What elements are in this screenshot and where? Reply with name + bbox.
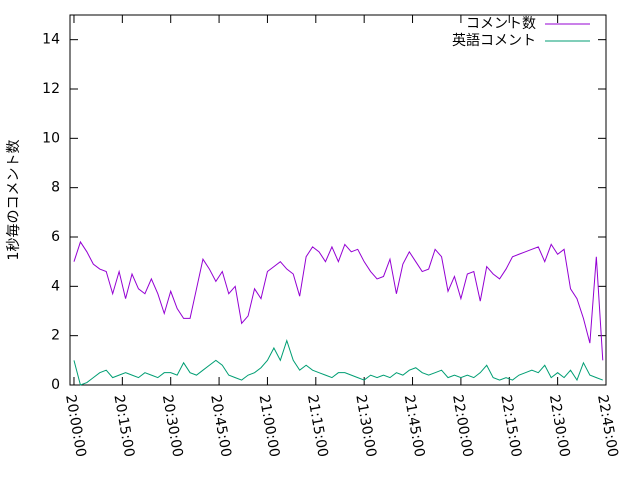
- legend-label: 英語コメント: [452, 32, 536, 49]
- x-tick-label: 21:30:00: [352, 394, 379, 459]
- x-tick-label: 22:30:00: [546, 394, 573, 459]
- series-line: [73, 338, 603, 386]
- y-axis-label: 1秒毎のコメント数: [6, 140, 22, 261]
- x-tick-label: 22:45:00: [594, 394, 621, 459]
- x-tick-label: 22:15:00: [497, 394, 524, 459]
- series-line: [73, 240, 604, 361]
- y-tick-label: 6: [51, 229, 60, 245]
- y-tick-label: 2: [51, 328, 60, 344]
- x-tick-label: 21:45:00: [401, 394, 428, 459]
- y-tick-label: 12: [42, 81, 60, 97]
- x-tick-label: 20:45:00: [207, 394, 234, 459]
- x-tick-label: 21:15:00: [304, 394, 331, 459]
- y-tick-label: 8: [51, 180, 60, 196]
- x-tick-label: 21:00:00: [256, 394, 283, 459]
- y-tick-label: 10: [42, 130, 60, 146]
- y-tick-label: 0: [51, 377, 60, 393]
- plot-border: [69, 14, 607, 386]
- x-tick-label: 20:00:00: [62, 394, 89, 459]
- x-tick-label: 20:30:00: [159, 394, 186, 459]
- x-tick-label: 22:00:00: [449, 394, 476, 459]
- legend-label: コメント数: [466, 16, 536, 32]
- x-tick-label: 20:15:00: [110, 394, 137, 459]
- y-tick-label: 14: [42, 32, 60, 48]
- y-tick-label: 4: [51, 278, 60, 294]
